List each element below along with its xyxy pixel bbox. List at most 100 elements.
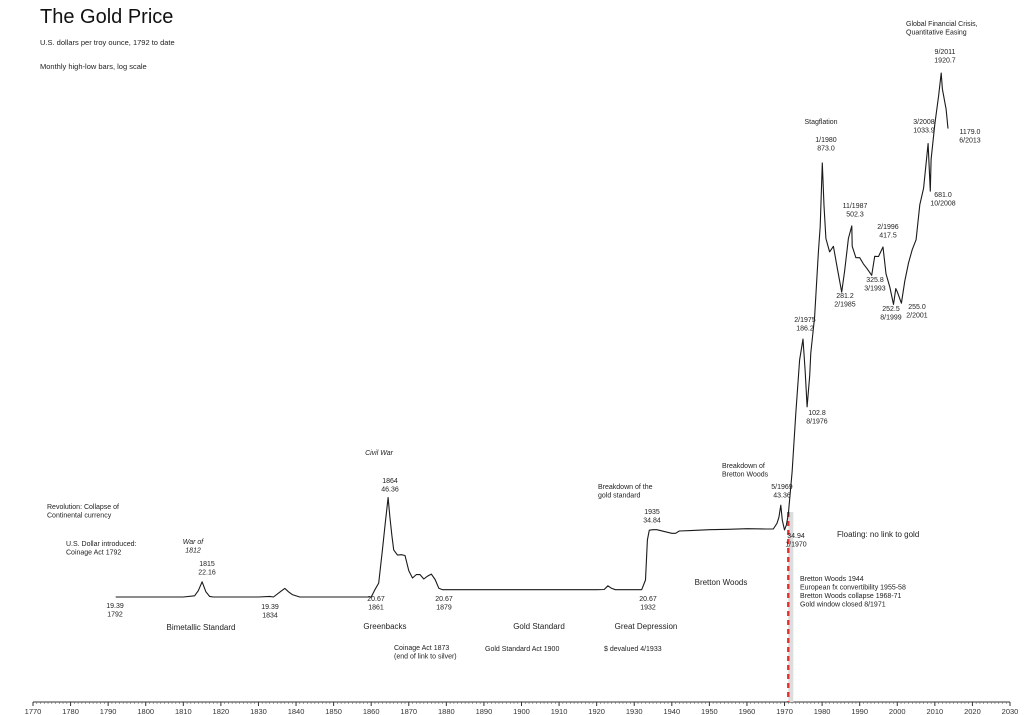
annotation-a1980: 1/1980 873.0 — [815, 137, 837, 153]
annotation-stagflation: Stagflation — [804, 119, 837, 126]
annotation-line: 2/1996 — [877, 224, 899, 231]
annotation-a1861: 20.67 1861 — [367, 596, 385, 612]
x-tick-label: 1850 — [325, 707, 342, 715]
x-tick-label: 1870 — [400, 707, 417, 715]
annotation-breakdown-gold: Breakdown of the gold standard — [598, 484, 653, 500]
annotation-a1815: 1815 22.16 — [198, 561, 216, 577]
annotation-bw-notes: Bretton Woods 1944 European fx convertibi… — [800, 576, 906, 609]
annotation-line: 34.94 — [787, 533, 805, 540]
annotation-line: Gold Standard Act 1900 — [485, 646, 559, 653]
x-tick-label: 1990 — [851, 707, 868, 715]
x-tick-label: 1890 — [476, 707, 493, 715]
chart-subtitle: U.S. dollars per troy ounce, 1792 to dat… — [40, 38, 175, 47]
chart-title: The Gold Price — [40, 6, 174, 28]
annotation-line: 1033.9 — [913, 128, 935, 135]
annotation-revolution: Revolution: Collapse of Continental curre… — [47, 504, 119, 520]
annotation-line: 6/2013 — [959, 138, 981, 145]
annotation-line: Coinage Act 1873 — [394, 645, 449, 652]
x-tick-label: 1940 — [663, 707, 680, 715]
annotation-line: Stagflation — [804, 119, 837, 126]
annotation-line: Breakdown of — [722, 463, 765, 470]
x-tick-label: 1930 — [626, 707, 643, 715]
annotation-a1879: 20.67 1879 — [435, 596, 453, 612]
annotation-line: $ devalued 4/1933 — [604, 646, 662, 653]
annotation-line: 502.3 — [846, 212, 864, 219]
annotation-line: Bimetallic Standard — [167, 623, 236, 632]
annotation-bretton-woods: Bretton Woods — [695, 578, 748, 587]
annotation-line: 22.16 — [198, 570, 216, 577]
annotation-a1970: 34.94 1/1970 — [785, 533, 807, 549]
x-tick-label: 1960 — [739, 707, 756, 715]
annotation-a1932: 20.67 1932 — [639, 596, 657, 612]
annotation-line: 417.5 — [879, 233, 897, 240]
annotation-line: Gold Standard — [513, 622, 565, 631]
annotation-line: Civil War — [365, 450, 394, 457]
annotation-a1999: 252.5 8/1999 — [880, 306, 902, 322]
annotation-a1993: 325.8 3/1993 — [864, 277, 886, 293]
annotation-line: 1812 — [185, 548, 201, 555]
annotation-line: 1179.0 — [960, 129, 981, 136]
x-axis: 1770 1780 1790 1800 1810 1820 1830 1840 1850 1860… — [25, 701, 1018, 715]
x-tick-label: 1770 — [25, 707, 42, 715]
annotation-line: 1861 — [368, 605, 384, 612]
annotation-line: (end of link to silver) — [394, 654, 457, 661]
x-tick-label: 1800 — [137, 707, 154, 715]
annotation-line: 19.39 — [261, 604, 279, 611]
annotation-global-crisis: Global Financial Crisis, Quantitative Eas… — [906, 21, 978, 37]
annotation-line: 43.36 — [773, 493, 791, 500]
x-tick-label: 1810 — [175, 707, 192, 715]
annotation-line: 873.0 — [817, 146, 835, 153]
annotation-line: 2/2001 — [906, 313, 928, 320]
annotation-line: Quantitative Easing — [906, 30, 967, 37]
annotation-line: Bretton Woods — [722, 472, 769, 479]
annotation-line: Bretton Woods collapse 1968-71 — [800, 593, 902, 600]
annotation-line: Great Depression — [615, 622, 678, 631]
annotation-line: 1815 — [199, 561, 215, 568]
annotation-great-depression: Great Depression — [615, 622, 678, 631]
x-tick-label: 1860 — [363, 707, 380, 715]
annotation-a1975: 2/1975 186.2 — [794, 317, 816, 333]
annotation-line: Floating: no link to gold — [837, 530, 919, 539]
annotation-line: 3/2008 — [913, 119, 935, 126]
annotation-dollar-intro: U.S. Dollar introduced: Coinage Act 1792 — [66, 541, 136, 557]
annotation-line: 281.2 — [836, 293, 854, 300]
annotation-line: 19.39 — [106, 603, 124, 610]
annotation-line: 102.8 — [808, 410, 826, 417]
annotation-a1792: 19.39 1792 — [106, 603, 124, 619]
annotation-civil-war: Civil War — [365, 450, 394, 457]
annotation-line: U.S. Dollar introduced: — [66, 541, 136, 548]
annotation-line: Coinage Act 1792 — [66, 550, 121, 557]
annotation-line: 1932 — [640, 605, 656, 612]
x-tick-label: 1840 — [288, 707, 305, 715]
annotation-a2008: 3/2008 1033.9 — [913, 119, 935, 135]
annotation-line: 10/2008 — [930, 201, 955, 208]
annotation-line: Bretton Woods — [695, 578, 748, 587]
x-tick-label: 1830 — [250, 707, 267, 715]
annotation-line: 20.67 — [367, 596, 385, 603]
annotation-line: Revolution: Collapse of — [47, 504, 119, 511]
bretton-woods-collapse-marker — [787, 512, 794, 702]
annotation-a2011: 9/2011 1920.7 — [934, 49, 956, 65]
annotation-line: 1792 — [107, 612, 123, 619]
annotation-breakdown-bw: Breakdown of Bretton Woods — [722, 463, 769, 479]
annotation-bimetallic: Bimetallic Standard — [167, 623, 236, 632]
x-tick-label: 2020 — [964, 707, 981, 715]
x-tick-label: 2010 — [927, 707, 944, 715]
annotation-line: Gold window closed 8/1971 — [800, 602, 886, 609]
annotation-line: 2/1975 — [794, 317, 816, 324]
annotation-a2013: 1179.0 6/2013 — [959, 129, 981, 145]
annotation-line: Breakdown of the — [598, 484, 653, 491]
annotation-line: 3/1993 — [864, 286, 886, 293]
annotations: Global Financial Crisis, Quantitative Eas… — [47, 21, 981, 661]
annotation-line: 1/1980 — [815, 137, 837, 144]
annotation-line: 5/1969 — [771, 484, 793, 491]
annotation-line: 325.8 — [866, 277, 884, 284]
annotation-line: 681.0 — [934, 192, 952, 199]
marker-shadow — [788, 512, 794, 702]
annotation-line: 252.5 — [882, 306, 900, 313]
annotation-line: 1935 — [644, 509, 660, 516]
x-tick-label: 1980 — [814, 707, 831, 715]
x-tick-label: 1780 — [62, 707, 79, 715]
annotation-a1969: 5/1969 43.36 — [771, 484, 793, 500]
